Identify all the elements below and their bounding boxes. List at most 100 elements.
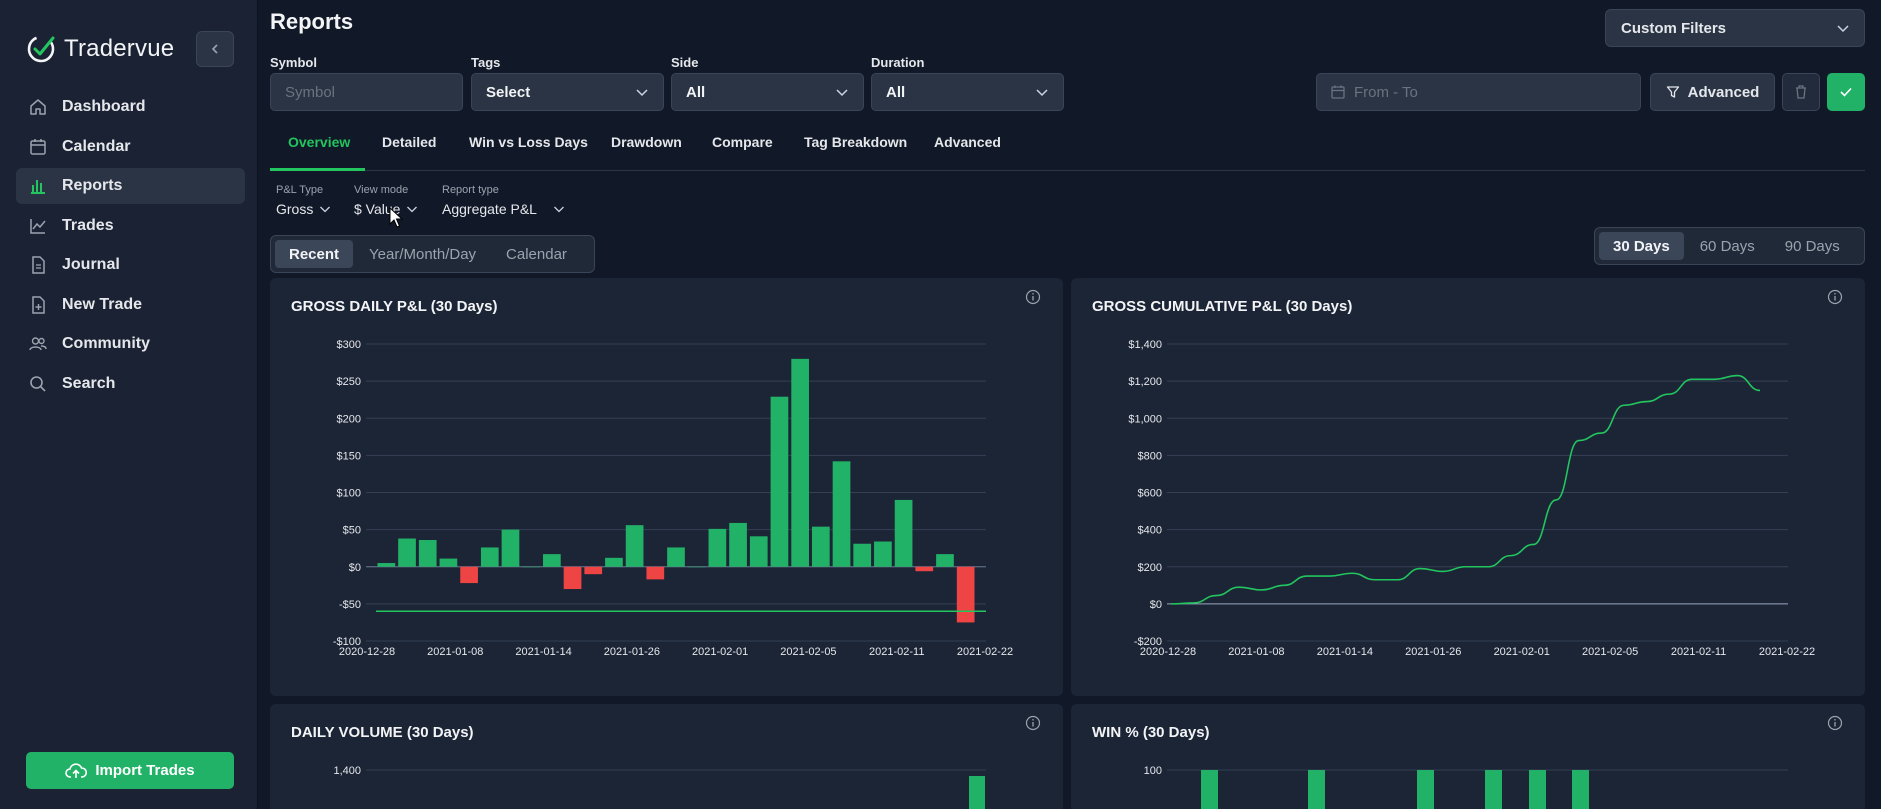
trash-icon xyxy=(1796,85,1806,99)
y-tick-label: $200 xyxy=(1138,562,1162,574)
x-tick-label: 2021-01-14 xyxy=(1317,646,1373,658)
duration-select[interactable]: All xyxy=(871,73,1064,111)
side-label: Side xyxy=(671,55,699,70)
daily-pl-card: GROSS DAILY P&L (30 Days) $300 $250 $200 $1… xyxy=(270,278,1063,696)
pl-bar xyxy=(563,566,582,590)
sidebar-item-dashboard[interactable]: Dashboard xyxy=(16,89,245,125)
pl-bar xyxy=(853,543,872,567)
custom-filters-dropdown[interactable]: Custom Filters xyxy=(1605,9,1865,47)
view-mode-select[interactable]: $ Value xyxy=(354,201,418,217)
tab-drawdown[interactable]: Drawdown xyxy=(611,134,682,150)
date-range-placeholder: From - To xyxy=(1354,83,1418,101)
sidebar-item-community[interactable]: Community xyxy=(16,326,245,362)
document-icon xyxy=(32,256,45,274)
chevron-down-icon xyxy=(636,89,648,97)
daily-volume-chart: 1,400 xyxy=(333,765,986,809)
sidebar-item-search[interactable]: Search xyxy=(16,366,245,402)
win-pct-chart: 100 xyxy=(1144,765,1788,809)
sidebar: Tradervue Dashboard Calendar Reports Tra… xyxy=(0,0,258,809)
sidebar-item-new-trade[interactable]: New Trade xyxy=(16,287,245,323)
info-icon[interactable] xyxy=(1025,715,1041,731)
volume-bar xyxy=(969,776,985,809)
sidebar-item-calendar[interactable]: Calendar xyxy=(16,129,245,165)
tags-label: Tags xyxy=(471,55,501,70)
tab-overview[interactable]: Overview xyxy=(288,134,351,150)
sidebar-item-label: Calendar xyxy=(62,137,131,155)
chevron-down-icon xyxy=(1837,25,1849,33)
daily-volume-title: DAILY VOLUME (30 Days) xyxy=(291,724,474,741)
collapse-sidebar-button[interactable] xyxy=(196,31,234,67)
range-tab-year-month-day[interactable]: Year/Month/Day xyxy=(369,245,477,263)
side-value: All xyxy=(686,83,706,101)
check-icon xyxy=(1840,87,1852,97)
cumulative-pl-title: GROSS CUMULATIVE P&L (30 Days) xyxy=(1092,298,1353,315)
range-tab-recent[interactable]: Recent xyxy=(275,240,354,268)
pl-bar xyxy=(501,529,520,567)
info-icon[interactable] xyxy=(1827,715,1843,731)
import-trades-label: Import Trades xyxy=(95,762,195,779)
tags-select[interactable]: Select xyxy=(471,73,664,111)
pl-bar xyxy=(791,358,809,567)
home-icon xyxy=(30,99,46,115)
pl-type-select[interactable]: Gross xyxy=(276,201,331,217)
symbol-input[interactable]: Symbol xyxy=(270,73,463,111)
y-tick-label: $0 xyxy=(349,562,361,574)
win-pct-bar xyxy=(1572,770,1589,809)
calendar-icon xyxy=(1331,85,1345,99)
pl-bar xyxy=(398,538,416,567)
tab-advanced[interactable]: Advanced xyxy=(934,134,1001,150)
tradervue-logo-icon xyxy=(27,35,55,63)
x-tick-label: 2021-01-08 xyxy=(427,646,483,658)
daily-volume-card: DAILY VOLUME (30 Days) 1,400 xyxy=(270,704,1063,809)
sidebar-item-reports[interactable]: Reports xyxy=(16,168,245,204)
info-icon[interactable] xyxy=(1025,289,1041,305)
report-type-select[interactable]: Aggregate P&L xyxy=(442,201,565,217)
date-range-input[interactable]: From - To xyxy=(1316,73,1641,111)
report-type-value: Aggregate P&L xyxy=(442,201,537,217)
y-tick-label: $50 xyxy=(343,525,361,537)
tab-win-vs-loss-days[interactable]: Win vs Loss Days xyxy=(469,134,588,150)
sidebar-nav: Dashboard Calendar Reports Trades Journa… xyxy=(16,89,245,405)
chevron-down-icon xyxy=(320,206,331,213)
info-icon[interactable] xyxy=(1827,289,1843,305)
custom-filters-label: Custom Filters xyxy=(1621,19,1727,37)
pl-bar xyxy=(667,547,685,567)
users-icon xyxy=(29,337,47,351)
sidebar-item-label: Trades xyxy=(62,216,114,234)
win-pct-bar xyxy=(1529,770,1546,809)
y-tick-label: $0 xyxy=(1150,599,1162,611)
cumulative-pl-card: GROSS CUMULATIVE P&L (30 Days) $1,400 $1,… xyxy=(1071,278,1865,696)
clear-filters-button[interactable] xyxy=(1782,73,1820,111)
y-tick-label: $1,200 xyxy=(1128,376,1162,388)
tab-tag-breakdown[interactable]: Tag Breakdown xyxy=(804,134,908,150)
range-tab-calendar[interactable]: Calendar xyxy=(506,245,567,263)
x-tick-label: 2021-02-11 xyxy=(1671,646,1726,658)
side-select[interactable]: All xyxy=(671,73,864,111)
tab-detailed[interactable]: Detailed xyxy=(382,134,437,150)
view-mode-value: $ Value xyxy=(354,201,401,217)
days-tab-90[interactable]: 90 Days xyxy=(1784,237,1840,255)
days-tab-60[interactable]: 60 Days xyxy=(1699,237,1755,255)
sidebar-item-trades[interactable]: Trades xyxy=(16,208,245,244)
x-tick-label: 2021-02-22 xyxy=(957,646,1013,658)
daily-pl-chart: $300 $250 $200 $150 $100 $50 $0 -$50 -$1002020-1… xyxy=(333,339,1013,658)
bar-chart-icon xyxy=(31,180,45,194)
apply-filters-button[interactable] xyxy=(1827,73,1865,111)
logo[interactable]: Tradervue xyxy=(26,34,174,64)
y-tick-label: $1,000 xyxy=(1128,413,1162,425)
advanced-filter-button[interactable]: Advanced xyxy=(1650,73,1775,111)
days-tab-30[interactable]: 30 Days xyxy=(1599,232,1684,260)
y-tick-label: $800 xyxy=(1138,450,1162,462)
tab-compare[interactable]: Compare xyxy=(712,134,773,150)
sidebar-item-journal[interactable]: Journal xyxy=(16,247,245,283)
x-tick-label: 2021-01-26 xyxy=(604,646,660,658)
pl-bar xyxy=(625,525,644,567)
advanced-filter-label: Advanced xyxy=(1687,83,1760,101)
x-tick-label: 2020-12-28 xyxy=(1140,646,1196,658)
y-tick-label: -$100 xyxy=(333,636,361,648)
x-tick-label: 2021-02-01 xyxy=(1494,646,1550,658)
y-tick-label: $100 xyxy=(337,488,361,500)
pl-bar xyxy=(460,566,478,584)
import-trades-button[interactable]: Import Trades xyxy=(26,752,234,789)
pl-bar xyxy=(936,554,954,567)
